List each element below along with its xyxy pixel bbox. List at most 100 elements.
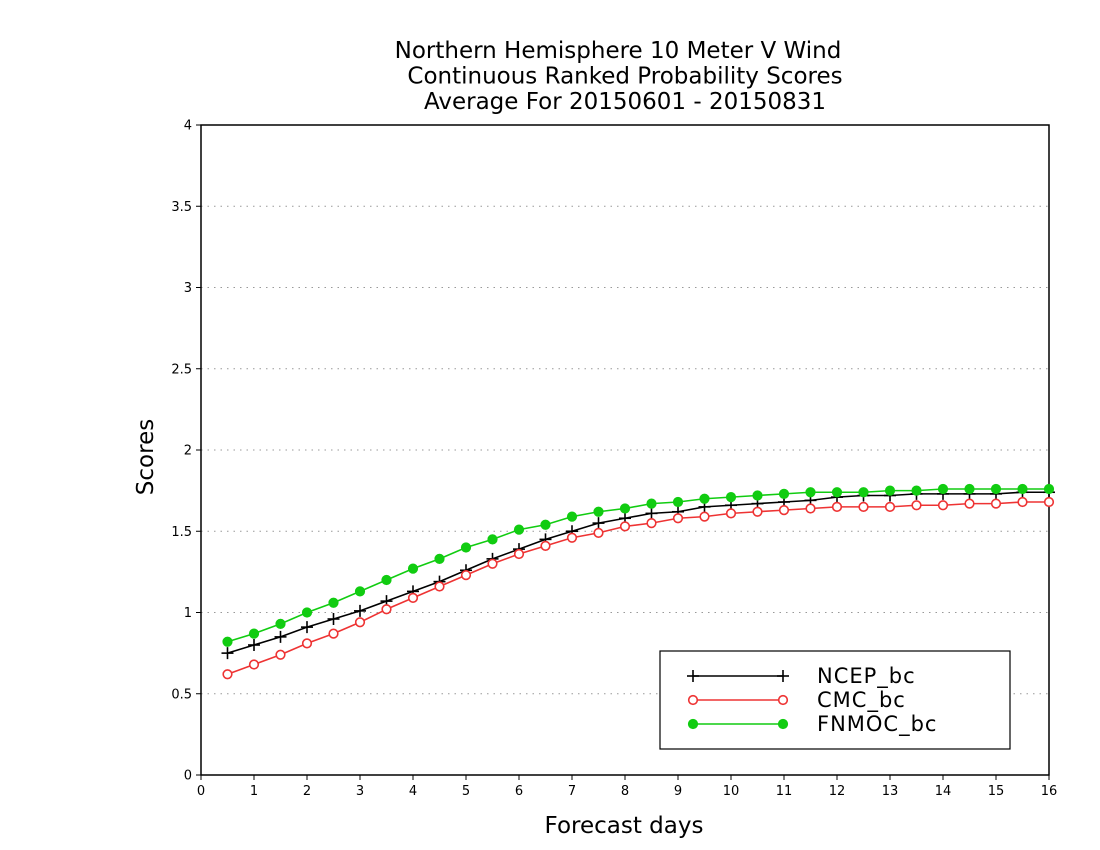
chart-title-line: Average For 20150601 - 20150831 xyxy=(424,89,826,115)
series-cmc-bc xyxy=(222,496,1055,680)
data-point-filled-circle xyxy=(884,485,896,496)
data-point-open-circle xyxy=(1017,496,1028,508)
data-point-open-circle xyxy=(646,518,657,529)
data-point-open-circle xyxy=(778,505,790,516)
data-point-filled-circle xyxy=(777,718,789,730)
legend-item: CMC_bc xyxy=(687,688,906,713)
y-tick-label: 0.5 xyxy=(171,687,192,702)
data-point-filled-circle xyxy=(407,563,419,574)
legend-label: NCEP_bc xyxy=(817,664,916,689)
data-point-filled-circle xyxy=(222,636,233,647)
x-tick-label: 5 xyxy=(462,784,470,799)
y-tick-label: 1 xyxy=(184,606,192,621)
data-point-open-circle xyxy=(275,649,286,660)
x-tick-label: 6 xyxy=(515,784,523,799)
data-point-filled-circle xyxy=(460,542,472,553)
data-point-filled-circle xyxy=(752,490,763,501)
data-point-filled-circle xyxy=(1017,483,1028,495)
data-point-open-circle xyxy=(884,501,896,512)
data-point-open-circle xyxy=(407,592,419,603)
data-point-open-circle xyxy=(328,628,339,639)
data-point-filled-circle xyxy=(593,506,604,517)
data-point-filled-circle xyxy=(487,534,498,545)
data-point-filled-circle xyxy=(619,503,631,514)
y-axis-label: Scores xyxy=(133,419,159,495)
x-tick-label: 9 xyxy=(674,784,682,799)
data-point-open-circle xyxy=(354,617,366,628)
x-tick-label: 14 xyxy=(935,784,952,799)
data-point-open-circle xyxy=(487,558,498,569)
chart-title-line: Northern Hemisphere 10 Meter V Wind xyxy=(395,38,842,64)
x-tick-label: 3 xyxy=(356,784,364,799)
data-point-filled-circle xyxy=(275,618,286,629)
y-tick-label: 1.5 xyxy=(171,525,192,540)
data-point-filled-circle xyxy=(328,597,339,608)
data-point-filled-circle xyxy=(301,607,313,618)
x-tick-label: 12 xyxy=(829,784,846,799)
data-point-open-circle xyxy=(619,521,631,532)
data-point-open-circle xyxy=(1043,496,1055,508)
series-ncep-bc xyxy=(221,486,1055,660)
series-line xyxy=(227,501,1049,676)
data-point-filled-circle xyxy=(513,524,525,535)
data-point-plus xyxy=(327,613,340,625)
data-point-filled-circle xyxy=(381,574,392,586)
data-point-filled-circle xyxy=(831,487,843,498)
data-point-open-circle xyxy=(566,532,578,543)
data-point-filled-circle xyxy=(248,628,260,639)
data-point-open-circle xyxy=(990,498,1002,509)
series-line xyxy=(227,488,1049,643)
data-point-filled-circle xyxy=(672,496,684,508)
data-point-open-circle xyxy=(460,570,472,581)
data-point-open-circle xyxy=(777,694,789,706)
legend-item: NCEP_bc xyxy=(687,664,916,689)
data-point-open-circle xyxy=(831,501,843,512)
y-tick-label: 3 xyxy=(184,281,192,296)
data-point-plus xyxy=(645,507,658,520)
data-point-plus xyxy=(221,647,234,660)
data-point-open-circle xyxy=(513,548,525,560)
data-point-filled-circle xyxy=(911,485,922,496)
data-point-open-circle xyxy=(687,694,699,706)
x-tick-label: 4 xyxy=(409,784,417,799)
chart-title: Northern Hemisphere 10 Meter V WindConti… xyxy=(395,38,843,115)
data-point-filled-circle xyxy=(937,483,949,495)
data-point-open-circle xyxy=(540,540,551,551)
y-tick-label: 2 xyxy=(184,444,192,459)
data-point-open-circle xyxy=(752,506,763,517)
x-tick-label: 16 xyxy=(1041,784,1058,799)
data-point-plus xyxy=(248,639,260,651)
y-tick-label: 2.5 xyxy=(171,362,192,377)
x-tick-label: 11 xyxy=(776,784,793,799)
x-tick-label: 8 xyxy=(621,784,629,799)
x-tick-label: 10 xyxy=(723,784,740,799)
data-point-open-circle xyxy=(858,501,869,512)
data-point-open-circle xyxy=(937,500,949,511)
series-line xyxy=(227,491,1049,654)
data-point-plus xyxy=(354,604,366,617)
data-point-filled-circle xyxy=(805,487,816,498)
legend-item: FNMOC_bc xyxy=(687,712,937,737)
data-point-filled-circle xyxy=(699,493,710,504)
data-point-open-circle xyxy=(248,659,260,670)
data-point-open-circle xyxy=(672,513,684,524)
legend-label: FNMOC_bc xyxy=(817,712,937,737)
y-axis: 0 0.5 1 1.5 2 2.5 3 3.5 4 xyxy=(171,119,201,784)
chart-title-line: Continuous Ranked Probability Scores xyxy=(407,64,842,90)
y-tick-label: 3.5 xyxy=(171,200,192,215)
data-point-filled-circle xyxy=(687,718,699,730)
data-point-filled-circle xyxy=(566,511,578,522)
data-point-filled-circle xyxy=(725,492,737,503)
data-point-filled-circle xyxy=(540,519,551,530)
x-tick-label: 0 xyxy=(197,784,205,799)
data-point-filled-circle xyxy=(434,553,445,564)
legend-label: CMC_bc xyxy=(817,688,906,713)
data-point-open-circle xyxy=(699,511,710,522)
data-point-open-circle xyxy=(911,500,922,511)
x-tick-label: 15 xyxy=(988,784,1005,799)
data-point-plus xyxy=(777,670,789,682)
x-tick-label: 13 xyxy=(882,784,899,799)
data-point-filled-circle xyxy=(1043,483,1055,495)
